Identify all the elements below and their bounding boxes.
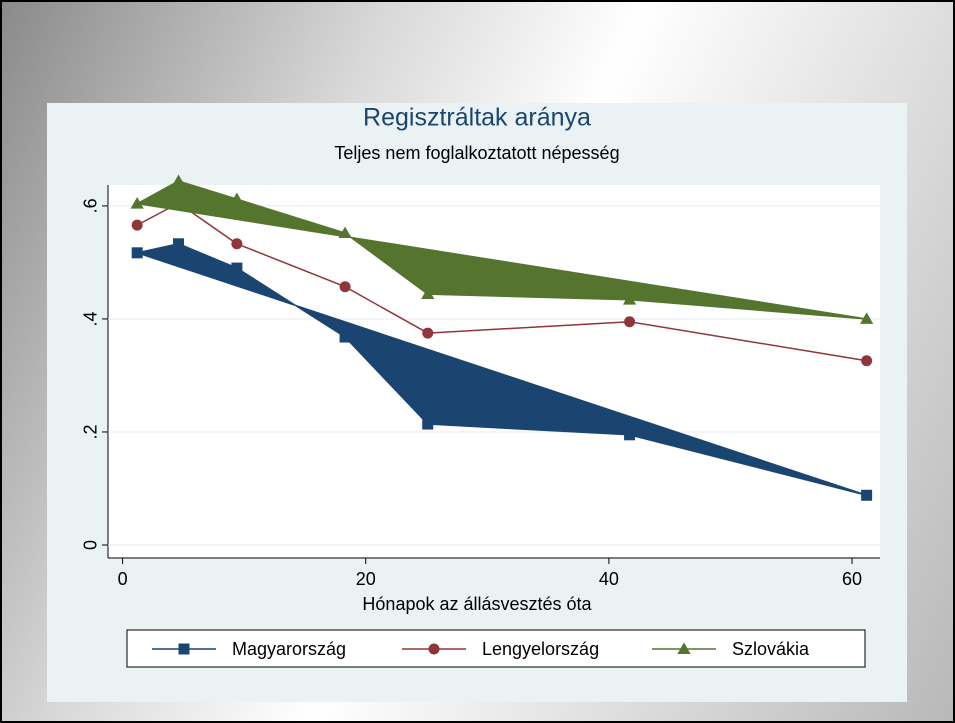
x-axis-label: Hónapok az állásvesztés óta [362,594,592,614]
marker [231,262,243,274]
series-line [134,180,867,320]
marker [339,331,351,343]
marker [622,293,637,305]
chart-title: Regisztráltak aránya [363,104,591,132]
marker [861,355,873,367]
series-line [134,242,867,496]
marker [231,238,243,250]
marker [624,429,636,441]
marker [677,642,691,654]
x-tick-label: 40 [599,569,619,589]
x-tick-label: 20 [356,569,376,589]
legend-label: Lengyelország [482,639,599,659]
marker [421,287,435,300]
x-tick-label: 60 [842,569,862,589]
marker [171,174,186,186]
marker [861,489,873,501]
marker [339,281,351,293]
marker [422,327,434,339]
marker [173,238,185,250]
legend [126,629,866,668]
marker [130,197,144,209]
marker [860,312,874,324]
chart-subtitle: Teljes nem foglalkoztatott népesség [334,143,619,163]
x-tick-label: 0 [118,569,128,589]
marker [422,418,434,430]
marker [624,316,636,328]
marker [131,219,143,231]
y-tick-label: .2 [81,424,101,439]
marker [428,643,440,655]
marker [131,247,143,259]
marker [178,643,190,655]
marker [338,226,352,238]
y-tick-label: .4 [81,311,101,326]
legend-label: Szlovákia [732,639,810,659]
legend-label: Magyarország [232,639,346,659]
y-tick-label: .6 [81,198,101,213]
marker [230,192,244,205]
y-tick-label: 0 [81,540,101,550]
